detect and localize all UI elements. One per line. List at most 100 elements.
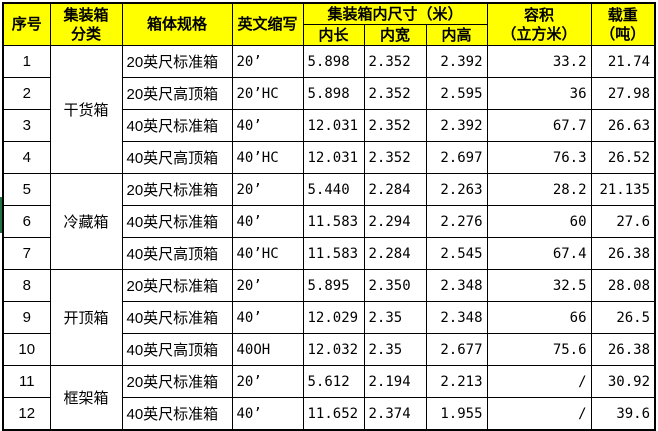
cell-inner-length: 5.895 [302, 269, 365, 302]
cell-inner-length: 12.032 [302, 333, 365, 366]
header-category: 集装箱 分类 [49, 2, 123, 46]
header-volume-line2: （立方米） [501, 25, 577, 43]
cell-volume: 28.2 [486, 173, 592, 206]
header-inner-width: 内宽 [363, 24, 427, 46]
table-row: 9 40英尺标准箱 40’ 12.029 2.35 2.348 66 26.5 [2, 301, 656, 334]
table-header: 序号 集装箱 分类 箱体规格 英文缩写 集装箱内尺寸（米） 容积 （立方米） 载… [2, 2, 656, 46]
cell-volume: 32.5 [486, 269, 592, 302]
cell-inner-height: 2.697 [425, 141, 488, 174]
cell-load: 27.6 [590, 205, 656, 238]
cell-code: 40’ [231, 301, 304, 334]
table-row: 5 冷藏箱 20英尺标准箱 20’ 5.440 2.284 2.263 28.2 21.135 [2, 173, 656, 270]
left-edge-artifact [0, 197, 2, 233]
header-load-line1: 载重 [607, 6, 638, 24]
cell-load: 30.92 [590, 365, 656, 398]
cell-spec: 40英尺标准箱 [121, 397, 233, 431]
cell-inner-height: 2.276 [425, 205, 488, 238]
cell-spec: 40英尺标准箱 [121, 205, 233, 238]
cell-inner-length: 5.898 [302, 45, 365, 78]
table-row: 7 40英尺高顶箱 40’HC 11.583 2.284 2.545 67.4 26.38 [2, 237, 656, 270]
cell-load: 21.74 [590, 45, 656, 78]
header-inner-length: 内长 [302, 24, 365, 46]
cell-spec: 40英尺标准箱 [121, 109, 233, 142]
cell-volume: 67.4 [486, 237, 592, 270]
cell-load: 27.98 [590, 77, 656, 110]
cell-inner-length: 12.031 [302, 141, 365, 174]
cell-spec: 40英尺高顶箱 [121, 141, 233, 174]
cell-volume: 67.7 [486, 109, 592, 142]
cell-inner-width: 2.352 [363, 109, 427, 142]
cell-serial: 2 [2, 77, 51, 110]
cell-inner-length: 12.029 [302, 301, 365, 334]
cell-load: 26.63 [590, 109, 656, 142]
cell-serial: 12 [2, 397, 51, 431]
cell-inner-width: 2.352 [363, 77, 427, 110]
cell-inner-height: 2.545 [425, 237, 488, 270]
cell-volume: 76.3 [486, 141, 592, 174]
cell-spec: 20英尺高顶箱 [121, 77, 233, 110]
cell-serial: 6 [2, 205, 51, 238]
cell-code: 20’HC [231, 77, 304, 110]
header-category-line2: 分类 [70, 25, 101, 43]
cell-inner-height: 1.955 [425, 397, 488, 431]
cell-inner-height: 2.348 [425, 269, 488, 302]
cell-inner-height: 2.392 [425, 109, 488, 142]
cell-spec: 20英尺标准箱 [121, 365, 233, 398]
cell-spec: 20英尺标准箱 [121, 269, 233, 302]
cell-category: 框架箱 [49, 365, 123, 431]
cell-inner-width: 2.350 [363, 269, 427, 302]
cell-volume: 36 [486, 77, 592, 110]
cell-load: 26.38 [590, 333, 656, 366]
header-inner-dims: 集装箱内尺寸（米） [302, 2, 488, 25]
cell-spec: 40英尺高顶箱 [121, 333, 233, 366]
cell-inner-height: 2.213 [425, 365, 488, 398]
table-row: 1 干货箱 20英尺标准箱 20’ 5.898 2.352 2.392 33.2 21.74 [2, 45, 656, 174]
cell-load: 26.5 [590, 301, 656, 334]
cell-code: 20’ [231, 269, 304, 302]
table-row: 11 框架箱 20英尺标准箱 20’ 5.612 2.194 2.213/30.92 [2, 365, 656, 431]
cell-serial: 10 [2, 333, 51, 366]
header-spec: 箱体规格 [121, 2, 233, 46]
cell-spec: 40英尺高顶箱 [121, 237, 233, 270]
cell-spec: 40英尺标准箱 [121, 301, 233, 334]
cell-inner-length: 5.612 [302, 365, 365, 398]
cell-code: 20’ [231, 45, 304, 78]
cell-code: 40’HC [231, 237, 304, 270]
cell-code: 20’ [231, 365, 304, 398]
cell-inner-height: 2.677 [425, 333, 488, 366]
header-volume-line1: 容积 [524, 6, 555, 24]
table-row: 2 20英尺高顶箱 20’HC 5.898 2.352 2.595 36 27.98 [2, 77, 656, 110]
cell-inner-length: 11.583 [302, 205, 365, 238]
cell-inner-length: 5.898 [302, 77, 365, 110]
cell-serial: 1 [2, 45, 51, 78]
table-row: 4 40英尺高顶箱 40’HC 12.031 2.352 2.697 76.3 26.52 [2, 141, 656, 174]
cell-serial: 9 [2, 301, 51, 334]
cell-inner-width: 2.352 [363, 45, 427, 78]
cell-volume: 75.6 [486, 333, 592, 366]
table-row: 3 40英尺标准箱 40’ 12.031 2.352 2.392 67.7 26.63 [2, 109, 656, 142]
cell-inner-height: 2.348 [425, 301, 488, 334]
cell-load: 26.38 [590, 237, 656, 270]
cell-code: 40’HC [231, 141, 304, 174]
cell-category: 开顶箱 [49, 269, 123, 366]
cell-inner-length: 12.031 [302, 109, 365, 142]
header-load: 载重 （吨） [590, 2, 656, 46]
cell-code: 40’ [231, 109, 304, 142]
cell-inner-height: 2.263 [425, 173, 488, 206]
cell-serial: 11 [2, 365, 51, 398]
cell-inner-height: 2.595 [425, 77, 488, 110]
cell-code: 40OH [231, 333, 304, 366]
cell-inner-width: 2.294 [363, 205, 427, 238]
cell-inner-width: 2.35 [363, 301, 427, 334]
cell-inner-height: 2.392 [425, 45, 488, 78]
cell-inner-length: 11.583 [302, 237, 365, 270]
cell-serial: 7 [2, 237, 51, 270]
cell-load: 28.08 [590, 269, 656, 302]
cell-serial: 5 [2, 173, 51, 206]
cell-spec: 20英尺标准箱 [121, 173, 233, 206]
header-volume: 容积 （立方米） [486, 2, 592, 46]
cell-inner-length: 11.652 [302, 397, 365, 431]
cell-serial: 4 [2, 141, 51, 174]
header-load-line2: （吨） [600, 25, 646, 43]
